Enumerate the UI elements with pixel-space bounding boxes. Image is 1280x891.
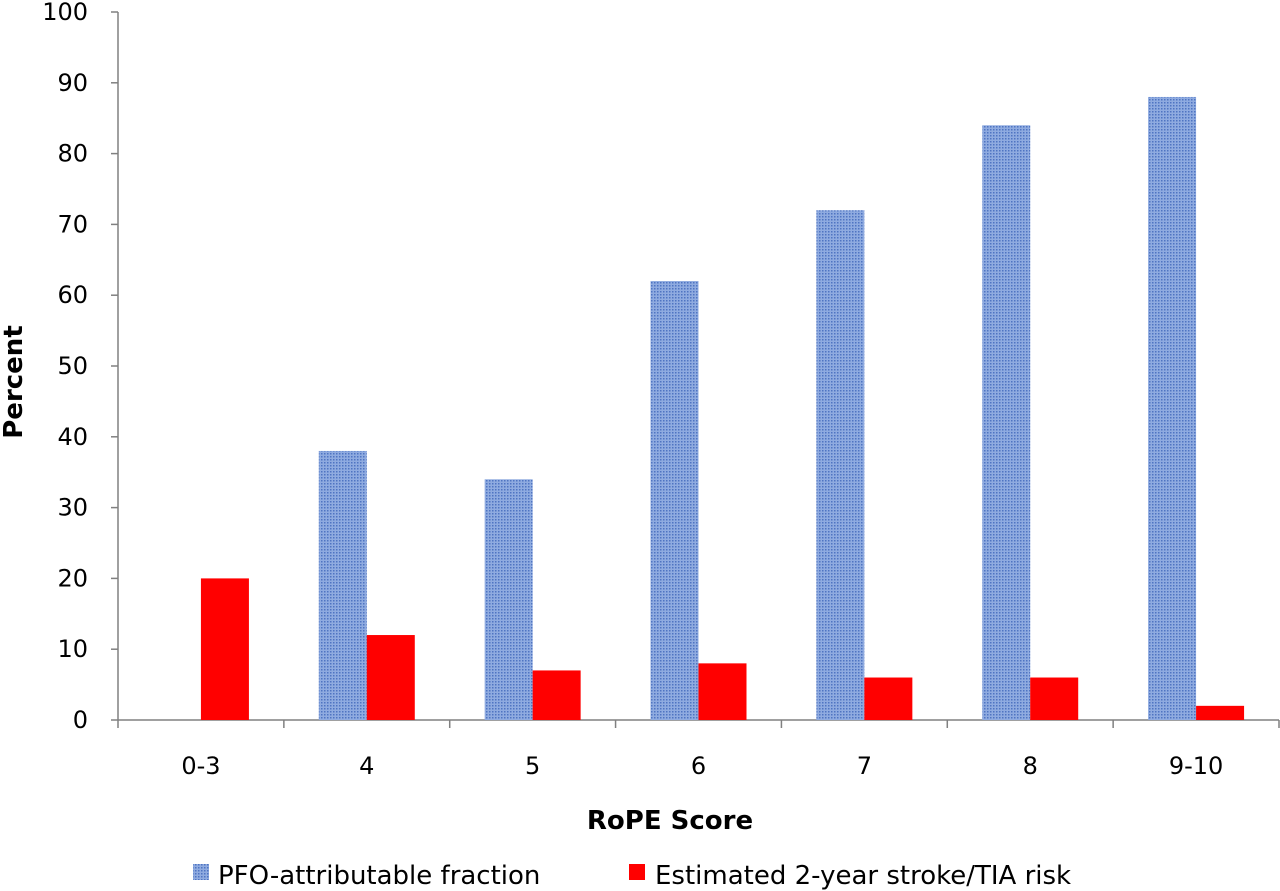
bar-estimated-stroke-risk [200,578,249,720]
y-tick-label: 80 [57,140,88,168]
bars [200,96,1245,721]
bar-pfo-attributable-fraction [484,479,533,720]
bar-estimated-stroke-risk [698,663,747,720]
y-tick-label: 0 [73,706,88,734]
legend-swatch-pfo [193,864,209,880]
x-tick-label: 0-3 [181,752,220,780]
y-tick-label: 60 [57,281,88,309]
x-tick-label: 8 [1023,752,1038,780]
bar-pfo-attributable-fraction [816,210,865,721]
x-tick-label: 5 [525,752,540,780]
x-tick-labels: 0-3 4 5 6 7 8 9-10 [181,752,1223,780]
y-tick-label: 70 [57,210,88,238]
bar-pfo-attributable-fraction [1148,96,1197,720]
bar-estimated-stroke-risk [1196,705,1245,720]
x-axis-title: RoPE Score [587,806,753,836]
legend: PFO-attributable fraction Estimated 2-ye… [193,861,1071,891]
y-tick-label: 30 [57,494,88,522]
bar-pfo-attributable-fraction [650,281,699,720]
bar-estimated-stroke-risk [366,635,415,720]
y-tick-label: 40 [57,423,88,451]
bar-pfo-attributable-fraction [318,450,367,720]
y-tick-label: 100 [42,0,88,26]
x-tick-label: 7 [857,752,872,780]
y-tick-labels: 0 10 20 30 40 50 60 70 80 90 100 [42,0,88,734]
y-tick-label: 10 [57,635,88,663]
bar-pfo-attributable-fraction [982,125,1031,720]
y-tick-label: 50 [57,352,88,380]
x-tick-label: 9-10 [1169,752,1223,780]
y-tick-label: 20 [57,564,88,592]
legend-swatch-risk [629,864,645,880]
bar-estimated-stroke-risk [864,677,913,720]
x-tick-label: 6 [691,752,706,780]
legend-label-risk: Estimated 2-year stroke/TIA risk [655,861,1071,891]
bar-estimated-stroke-risk [1030,677,1079,720]
y-tick-label: 90 [57,69,88,97]
bar-estimated-stroke-risk [532,670,581,720]
legend-label-pfo: PFO-attributable fraction [218,861,540,891]
x-tick-label: 4 [359,752,374,780]
y-axis-title: Percent [0,325,29,439]
